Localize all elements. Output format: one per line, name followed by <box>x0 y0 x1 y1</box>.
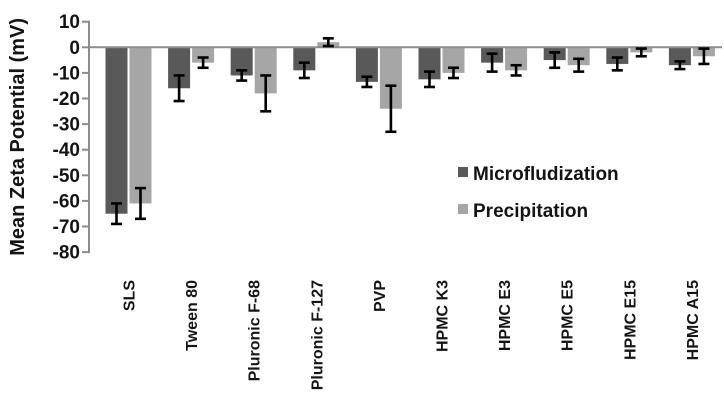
bar-microfludization-sls <box>105 47 128 214</box>
legend-label-microfludization: Microfludization <box>473 164 619 185</box>
y-tick-label: -10 <box>53 63 80 84</box>
legend-swatch-microfludization <box>458 167 468 177</box>
y-tick-label: -70 <box>53 217 80 238</box>
y-tick-label: -40 <box>53 140 80 161</box>
bar-precipitation-sls <box>129 47 152 204</box>
x-axis-label-pluronic-f-127: Pluronic F-127 <box>309 280 326 390</box>
y-tick-label: -50 <box>53 166 80 187</box>
x-axis-label-hpmc-a15: HPMC A15 <box>685 280 702 360</box>
bar-microfludization-pvp <box>355 47 378 82</box>
y-tick-label: -60 <box>53 191 80 212</box>
bar-microfludization-hpmc-e15 <box>606 47 629 64</box>
y-tick-label: 0 <box>69 38 80 59</box>
legend-swatch-precipitation <box>458 204 468 214</box>
x-axis-label-hpmc-e15: HPMC E15 <box>622 280 639 360</box>
y-tick-label: -80 <box>53 243 80 264</box>
bar-precipitation-pluronic-f-68 <box>254 47 277 94</box>
x-axis-label-pluronic-f-68: Pluronic F-68 <box>247 280 264 381</box>
y-tick-label: -30 <box>53 115 80 136</box>
bar-microfludization-tween-80 <box>168 47 191 89</box>
y-axis-title: Mean Zeta Potential (mV) <box>7 18 29 256</box>
x-axis-label-sls: SLS <box>122 280 139 311</box>
bar-precipitation-hpmc-e5 <box>567 47 590 66</box>
bar-microfludization-pluronic-f-68 <box>230 47 253 76</box>
bar-precipitation-pvp <box>379 47 402 109</box>
y-tick-label: 10 <box>59 12 80 33</box>
bar-microfludization-pluronic-f-127 <box>293 47 316 71</box>
x-axis-label-hpmc-e5: HPMC E5 <box>560 280 577 351</box>
legend-label-precipitation: Precipitation <box>473 201 588 222</box>
x-axis-label-tween-80: Tween 80 <box>184 280 201 351</box>
y-tick-label: -20 <box>53 89 80 110</box>
x-axis-label-hpmc-k3: HPMC K3 <box>435 280 452 352</box>
legend: Microfludization Precipitation <box>458 164 619 222</box>
x-axis-label-hpmc-e3: HPMC E3 <box>497 280 514 351</box>
x-axis-label-pvp: PVP <box>372 280 389 312</box>
